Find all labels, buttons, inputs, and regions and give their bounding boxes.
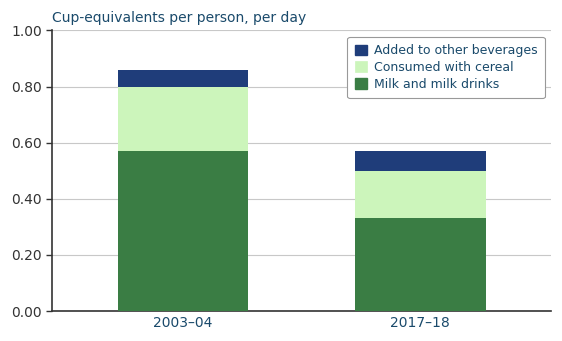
Bar — [355, 171, 486, 219]
Bar — [117, 70, 248, 87]
Bar — [355, 219, 486, 311]
Legend: Added to other beverages, Consumed with cereal, Milk and milk drinks: Added to other beverages, Consumed with … — [347, 37, 545, 98]
Bar — [117, 151, 248, 311]
Bar — [355, 151, 486, 171]
Text: Cup-equivalents per person, per day: Cup-equivalents per person, per day — [52, 11, 306, 25]
Bar — [117, 87, 248, 151]
